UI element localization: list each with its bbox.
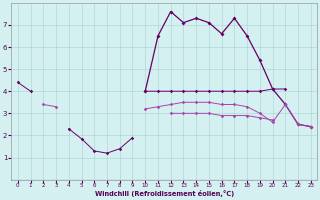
X-axis label: Windchill (Refroidissement éolien,°C): Windchill (Refroidissement éolien,°C)	[95, 190, 234, 197]
